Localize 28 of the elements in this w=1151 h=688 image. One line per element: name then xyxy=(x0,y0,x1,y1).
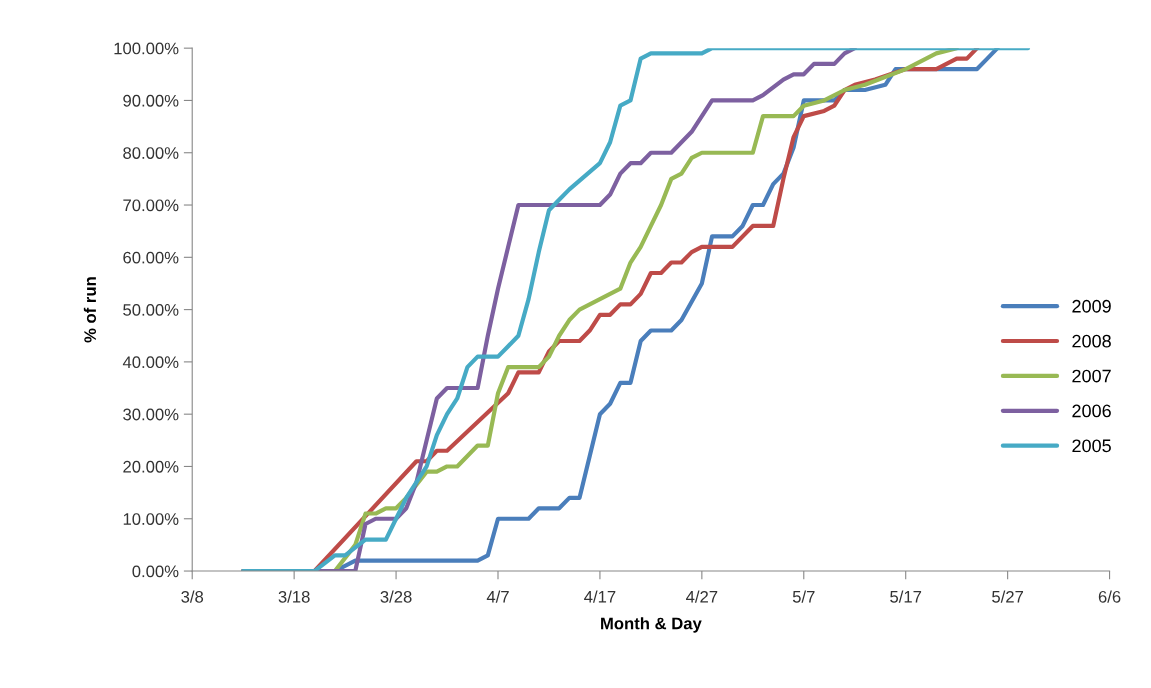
x-tick-label: 5/17 xyxy=(890,590,922,603)
y-tick-label: 100.00% xyxy=(114,42,179,55)
y-tick-label: 60.00% xyxy=(123,251,179,264)
x-tick-label: 5/7 xyxy=(792,590,815,603)
legend-label: 2007 xyxy=(1072,369,1111,383)
x-tick-label: 3/28 xyxy=(380,590,412,603)
x-tick-label: 4/17 xyxy=(584,590,616,603)
y-tick-label: 70.00% xyxy=(123,199,179,212)
x-axis-title: Month & Day xyxy=(601,617,702,633)
y-tick-label: 80.00% xyxy=(123,147,179,159)
x-tick-label: 4/27 xyxy=(686,590,718,603)
y-tick-label: 50.00% xyxy=(123,304,179,316)
legend-label: 2005 xyxy=(1072,439,1111,453)
y-tick-label: 40.00% xyxy=(122,356,179,369)
y-tick-label: 0.00% xyxy=(132,565,179,578)
x-tick-label: 6/6 xyxy=(1098,590,1121,603)
legend-label: 2008 xyxy=(1072,334,1111,348)
y-tick-label: 20.00% xyxy=(123,460,179,473)
legend-label: 2009 xyxy=(1072,299,1111,313)
y-tick-label: 90.00% xyxy=(123,94,179,107)
x-tick-label: 4/7 xyxy=(486,590,509,603)
x-tick-label: 5/27 xyxy=(992,590,1024,603)
x-tick-label: 3/8 xyxy=(181,590,204,603)
x-tick-label: 3/18 xyxy=(278,590,310,603)
y-tick-label: 30.00% xyxy=(123,408,179,421)
legend-label: 2006 xyxy=(1072,404,1111,418)
y-axis-title: % of run xyxy=(83,277,97,343)
y-tick-label: 10.00% xyxy=(123,513,179,525)
